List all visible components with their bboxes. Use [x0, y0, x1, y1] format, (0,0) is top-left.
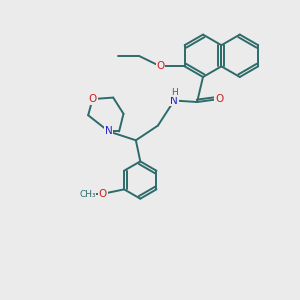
Text: O: O [156, 61, 165, 71]
Text: CH₃: CH₃ [79, 190, 96, 199]
Text: O: O [99, 189, 107, 199]
Text: O: O [88, 94, 97, 104]
Text: N: N [105, 126, 113, 136]
Text: O: O [215, 94, 223, 104]
Text: H: H [171, 88, 178, 97]
Text: N: N [170, 95, 178, 106]
